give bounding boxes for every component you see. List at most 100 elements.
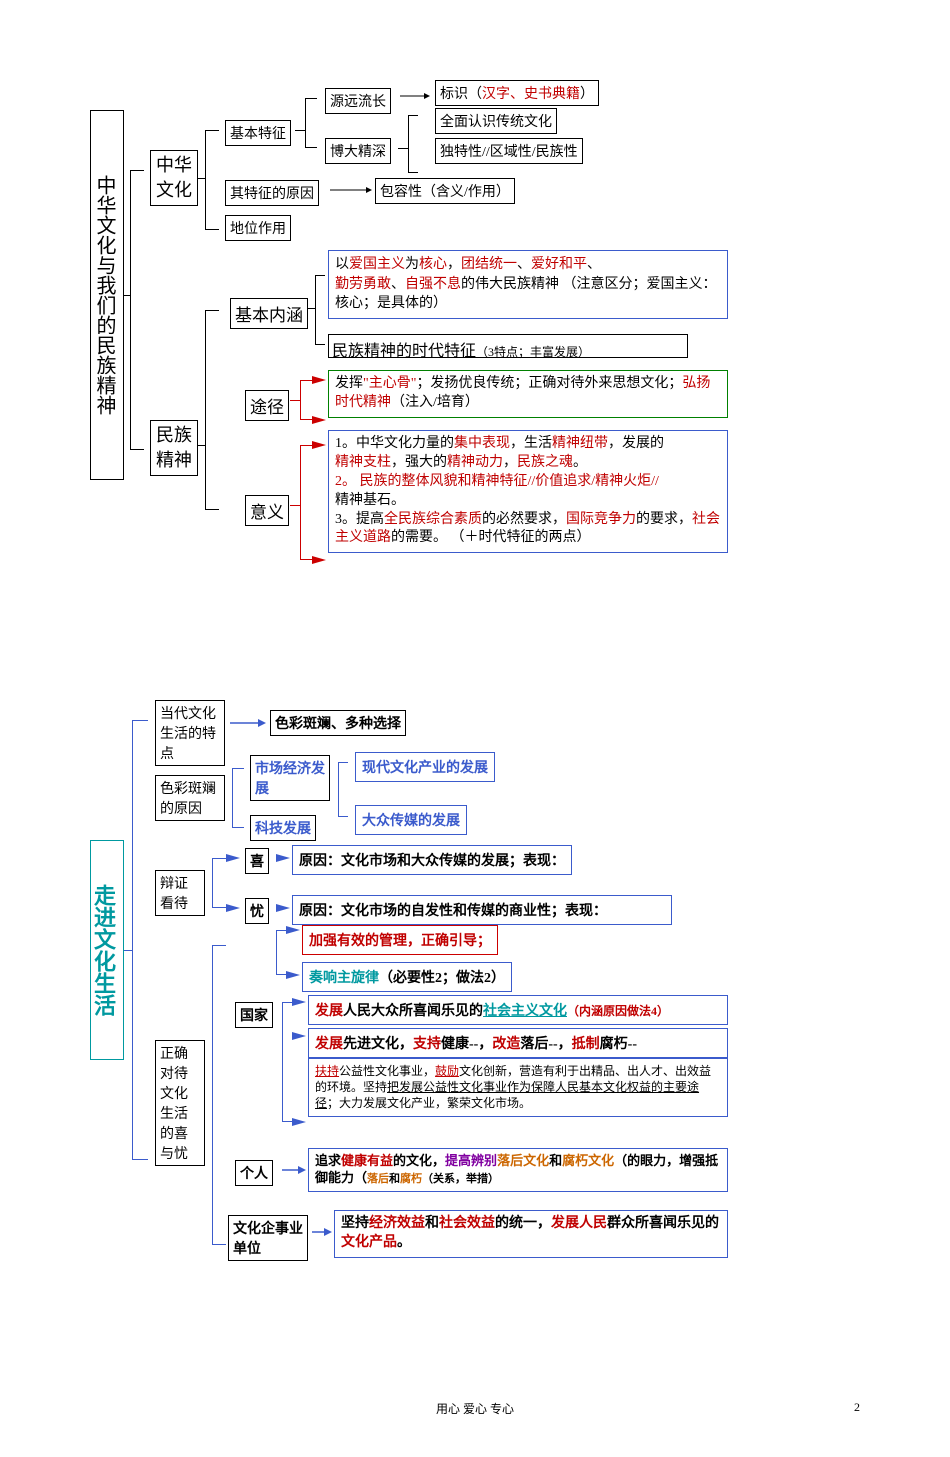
t: 国际竞争力 <box>566 512 636 527</box>
t: 奏响主旋律 <box>309 971 379 986</box>
t: 发展人民 <box>551 1216 607 1231</box>
arrow <box>292 998 306 1006</box>
t: 发挥 <box>335 376 363 391</box>
brk <box>300 380 312 420</box>
t: 发展 <box>315 1037 343 1052</box>
d2-y4: 追求健康有益的文化，提高辨别落后文化和腐朽文化（的眼力，增强抵御能力（落后和腐朽… <box>308 1148 728 1192</box>
t: 群众所喜闻乐见的 <box>607 1216 719 1231</box>
d2-r4: 现代文化产业的发展 <box>355 752 495 782</box>
d2-y1: 发展人民大众所喜闻乐见的社会主义文化（内涵原因做法4） <box>308 995 728 1025</box>
brk <box>338 762 348 817</box>
t: 爱好和平 <box>531 257 587 272</box>
t: 的必然要求， <box>482 512 566 527</box>
t: 中华 文化 <box>156 155 192 200</box>
t: （注入/培育） <box>391 395 479 410</box>
t: ） <box>580 87 594 102</box>
t: 人民大众所喜闻乐见的 <box>343 1004 483 1019</box>
t: 的文化， <box>393 1153 445 1168</box>
arrow <box>400 92 430 100</box>
t: 集中表现 <box>454 436 510 451</box>
d1-m1: 以爱国主义为核心，团结统一、爱好和平、 勤劳勇敢、自强不息的伟大民族精神 （注意… <box>328 250 728 319</box>
t: 精神基石。 <box>335 493 405 508</box>
d2-x4: 加强有效的管理，正确引导； <box>302 925 498 955</box>
t: 落后 <box>367 1173 389 1185</box>
t: 勤劳勇敢 <box>335 277 391 292</box>
d1-n2: 其特征的原因 <box>225 180 319 206</box>
d2-title: 走进文化生活 <box>90 840 124 1060</box>
d2-r1: 色彩斑斓、多种选择 <box>270 710 406 736</box>
t: 为 <box>405 257 419 272</box>
t: 发展 <box>315 1004 343 1019</box>
t: 民族 精神 <box>156 425 192 470</box>
t: 。 <box>397 1235 411 1250</box>
t: 团结统一 <box>461 257 517 272</box>
d2-x1: 喜 <box>245 848 269 874</box>
arrow <box>312 376 326 384</box>
brk <box>232 768 244 828</box>
t: 标识（ <box>440 87 482 102</box>
t: 爱国主义 <box>349 257 405 272</box>
footer: 用心 爱心 专心 2 <box>90 1400 860 1417</box>
brk <box>408 115 418 173</box>
arrow <box>282 1166 306 1174</box>
t: "主心骨" <box>363 376 416 391</box>
d2-x5: 奏响主旋律（必要性2；做法2） <box>302 962 512 992</box>
brk <box>132 720 148 1160</box>
arrow <box>312 416 326 424</box>
brk <box>282 1002 292 1122</box>
d1-m4: 1。中华文化力量的集中表现，生活精神纽带，发展的 精神支柱，强大的精神动力，民族… <box>328 430 728 553</box>
t: 和 <box>389 1173 400 1185</box>
t: 的统一， <box>495 1216 551 1231</box>
t: 1。中华文化力量的 <box>335 436 454 451</box>
t: ；发扬优良传统；正确对待外来思想文化； <box>416 376 682 391</box>
t: 健康有益 <box>341 1153 393 1168</box>
arrow <box>276 854 290 862</box>
d1-m3: 发挥"主心骨"；发扬优良传统；正确对待外来思想文化；弘扬时代精神（注入/培育） <box>328 370 728 418</box>
t: ，生活 <box>510 436 552 451</box>
d2-r2: 市场经济发展 <box>250 755 330 801</box>
t: 精神纽带 <box>552 436 608 451</box>
arrow <box>330 186 372 194</box>
ln <box>295 130 305 131</box>
t: 2。 民族的整体风貌和精神特征//价值追求/精神火炬// <box>335 474 659 489</box>
t: （必要性2；做法2） <box>379 971 505 986</box>
t: 落后--， <box>520 1037 571 1052</box>
t: 民族之魂 <box>517 455 573 470</box>
t: 、 <box>391 277 405 292</box>
brk <box>305 98 317 148</box>
d1-r2: 博大精深 <box>325 138 391 164</box>
arrow <box>312 556 326 564</box>
t: 腐朽 <box>400 1173 422 1185</box>
ln <box>124 295 130 296</box>
t: 公益性文化事业， <box>339 1064 435 1078</box>
t: 自强不息 <box>405 277 461 292</box>
t: 和 <box>425 1216 439 1231</box>
t: 文化产品 <box>341 1235 397 1250</box>
t: 社会效益 <box>439 1216 495 1231</box>
t: 改造 <box>492 1037 520 1052</box>
d1-n4: 基本内涵 <box>230 298 308 329</box>
d1-r3: 标识（汉字、史书典籍） <box>435 80 599 106</box>
t: （内涵原因做法4） <box>567 1004 669 1018</box>
d2-c4: 正确对待文化生活的喜与忧 <box>155 1040 205 1166</box>
brk <box>130 170 144 450</box>
arrow <box>276 904 290 912</box>
t: 精神支柱 <box>335 455 391 470</box>
brk <box>300 445 312 560</box>
d2-r5: 大众传媒的发展 <box>355 805 467 835</box>
t: 精神动力 <box>447 455 503 470</box>
d1-r6: 包容性（含义/作用） <box>375 178 515 204</box>
arrow <box>286 971 300 979</box>
t: ，发展的 <box>608 436 664 451</box>
d1-cat2: 民族 精神 <box>150 420 198 476</box>
d1-r4: 全面认识传统文化 <box>435 108 557 134</box>
ln <box>290 505 300 506</box>
footer-text: 用心 爱心 专心 <box>436 1402 514 1416</box>
d2-c2: 色彩斑斓的原因 <box>155 775 225 821</box>
brk <box>205 130 219 230</box>
t: 腐朽-- <box>600 1037 637 1052</box>
d2-y5: 坚持经济效益和社会效益的统一，发展人民群众所喜闻乐见的文化产品。 <box>334 1210 728 1258</box>
ln <box>198 445 205 446</box>
arrow <box>226 854 240 862</box>
arrow <box>292 1118 306 1126</box>
